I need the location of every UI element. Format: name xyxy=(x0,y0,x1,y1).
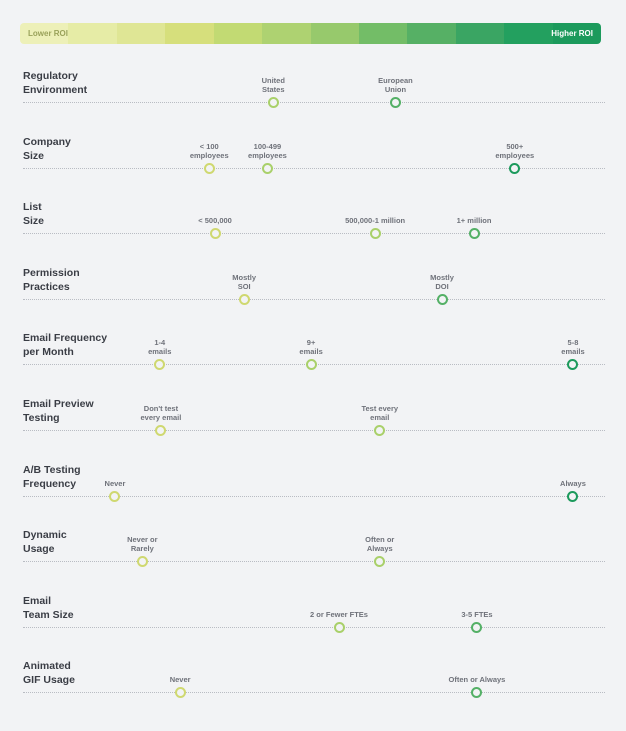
dotted-axis-line xyxy=(23,627,605,628)
marker-label: 500,000-1 million xyxy=(345,216,406,225)
dotted-axis-line xyxy=(23,299,605,300)
roi-marker xyxy=(509,163,521,174)
marker-label: Mostly SOI xyxy=(232,273,257,291)
factor-label: Animated GIF Usage xyxy=(23,660,75,686)
marker-label: Never xyxy=(169,675,191,684)
roi-marker xyxy=(154,359,166,370)
roi-marker xyxy=(468,228,480,239)
dotted-axis-line xyxy=(23,233,605,234)
marker-label: < 100 employees xyxy=(189,142,229,160)
roi-marker xyxy=(203,163,215,174)
factor-label: Permission Practices xyxy=(23,267,80,293)
roi-marker xyxy=(109,491,121,502)
roi-marker xyxy=(333,622,345,633)
dotted-axis-line xyxy=(23,692,605,693)
factor-row: Permission Practices Mostly SOI Mostly DOI xyxy=(0,267,626,333)
scale-segment xyxy=(116,23,166,44)
factor-label: Email Team Size xyxy=(23,595,74,621)
roi-marker xyxy=(471,687,483,698)
roi-marker xyxy=(261,163,273,174)
roi-marker xyxy=(374,556,386,567)
marker-label: 1-4 emails xyxy=(148,338,172,356)
dotted-axis-line xyxy=(23,561,605,562)
roi-marker xyxy=(471,622,483,633)
roi-marker xyxy=(155,425,167,436)
marker-label: Mostly DOI xyxy=(430,273,454,291)
marker-label: Often or Always xyxy=(365,535,395,553)
scale-segment xyxy=(165,23,214,44)
marker-label: 1+ million xyxy=(456,216,492,225)
factor-label: Regulatory Environment xyxy=(23,70,88,96)
marker-label: 500+ employees xyxy=(495,142,535,160)
roi-marker xyxy=(238,294,250,305)
marker-label: Never xyxy=(104,479,126,488)
factor-label: Dynamic Usage xyxy=(23,529,67,555)
marker-label: Test every email xyxy=(361,404,399,422)
roi-marker xyxy=(389,97,401,108)
scale-segment xyxy=(213,23,263,44)
scale-segment xyxy=(455,23,505,44)
dotted-axis-line xyxy=(23,430,605,431)
factor-row: A/B Testing Frequency Never Always xyxy=(0,464,626,530)
marker-label: European Union xyxy=(378,76,413,94)
marker-label: 9+ emails xyxy=(299,338,323,356)
factor-row: Regulatory Environment United States Europ… xyxy=(0,70,626,136)
roi-marker xyxy=(369,228,381,239)
scale-segment xyxy=(20,23,69,44)
scale-segment xyxy=(552,23,601,44)
roi-marker xyxy=(305,359,317,370)
marker-label: < 500,000 xyxy=(198,216,232,225)
scale-segment xyxy=(358,23,408,44)
marker-label: 5-8 emails xyxy=(561,338,585,356)
factor-label: Email Frequency per Month xyxy=(23,332,108,358)
scale-segment xyxy=(310,23,359,44)
factor-row: Dynamic Usage Never or Rarely Often or Alw… xyxy=(0,529,626,595)
roi-marker xyxy=(567,491,579,502)
factor-row: Animated GIF Usage Never Often or Always xyxy=(0,660,626,726)
dotted-axis-line xyxy=(23,102,605,103)
factor-label: A/B Testing Frequency xyxy=(23,464,81,490)
lower-roi-label: Lower ROI xyxy=(28,29,69,38)
marker-label: Never or Rarely xyxy=(127,535,158,553)
roi-marker xyxy=(136,556,148,567)
marker-label: 100-499 employees xyxy=(248,142,287,160)
higher-roi-label: Higher ROI xyxy=(551,29,593,38)
roi-marker xyxy=(174,687,186,698)
factor-row: List Size < 500,000 500,000-1 million 1+ mi… xyxy=(0,201,626,267)
factor-label: Email Preview Testing xyxy=(23,398,94,424)
roi-marker xyxy=(267,97,279,108)
factor-label: Company Size xyxy=(23,136,71,162)
roi-marker xyxy=(209,228,221,239)
marker-label: 3-5 FTEs xyxy=(461,610,493,619)
factor-row: Email Frequency per Month 1-4 emails 9+ em… xyxy=(0,332,626,398)
dotted-axis-line xyxy=(23,496,605,497)
marker-label: 2 or Fewer FTEs xyxy=(310,610,368,619)
roi-scale-bar: Lower ROI Higher ROI xyxy=(20,23,601,44)
scale-segment xyxy=(504,23,553,44)
roi-marker xyxy=(567,359,579,370)
dotted-axis-line xyxy=(23,168,605,169)
marker-label: Often or Always xyxy=(448,675,506,684)
factor-row: Company Size < 100 employees 100-499 emplo… xyxy=(0,136,626,202)
factor-row: Email Team Size 2 or Fewer FTEs 3-5 FTEs xyxy=(0,595,626,661)
roi-marker xyxy=(436,294,448,305)
roi-marker xyxy=(374,425,386,436)
factor-row: Email Preview Testing Don't test every em… xyxy=(0,398,626,464)
marker-label: Always xyxy=(560,479,586,488)
marker-label: United States xyxy=(261,76,285,94)
scale-segment xyxy=(68,23,117,44)
scale-segment xyxy=(407,23,456,44)
factor-label: List Size xyxy=(23,201,45,227)
scale-segment xyxy=(262,23,311,44)
marker-label: Don't test every email xyxy=(140,404,182,422)
